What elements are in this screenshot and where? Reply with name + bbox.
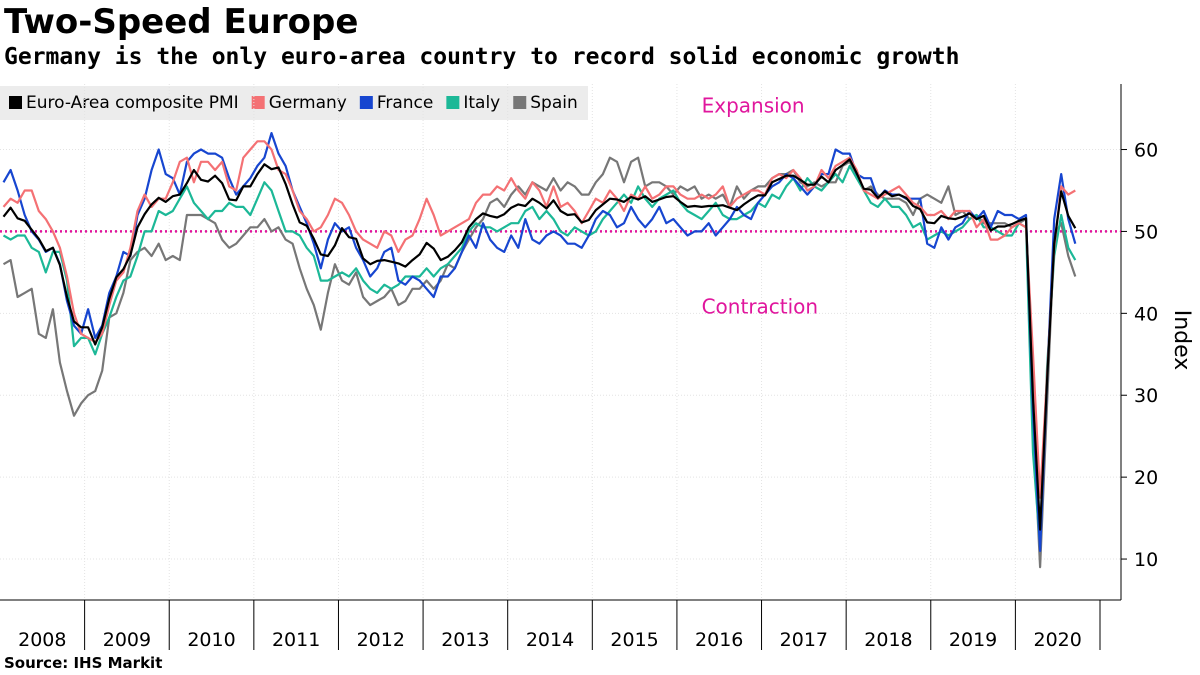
y-tick-label: 40 bbox=[1134, 303, 1158, 325]
y-tick-label: 50 bbox=[1134, 221, 1158, 243]
legend-label-france: France bbox=[377, 93, 434, 113]
chart-title: Two-Speed Europe bbox=[4, 2, 359, 42]
legend-label-euro-area-composite-pmi: Euro-Area composite PMI bbox=[26, 93, 239, 113]
x-axis: 2008 2009 2010 2011 2012 2013 2014 2015 2016 2017… bbox=[0, 599, 1121, 651]
series-line-germany bbox=[2, 140, 1076, 499]
x-tick-label: 2014 bbox=[526, 629, 574, 651]
y-tick-label: 10 bbox=[1134, 549, 1158, 571]
legend-swatch-euro-area-composite-pmi bbox=[9, 96, 22, 109]
x-tick-label: 2019 bbox=[949, 629, 997, 651]
chart-subtitle: Germany is the only euro-area country to… bbox=[4, 44, 960, 70]
y-tick-label: 20 bbox=[1134, 467, 1158, 489]
x-tick-label: 2016 bbox=[695, 629, 743, 651]
x-tick-label: 2020 bbox=[1034, 629, 1082, 651]
series-lines bbox=[2, 132, 1077, 569]
legend-label-spain: Spain bbox=[530, 93, 578, 113]
annotations: Expansion Contraction bbox=[702, 94, 819, 319]
y-axis: 10 20 30 40 50 60 bbox=[1120, 84, 1158, 600]
series-line-france bbox=[2, 132, 1077, 553]
legend-swatch-spain bbox=[513, 96, 527, 109]
annotation-contraction: Contraction bbox=[702, 294, 819, 318]
y-axis-label: Index bbox=[1169, 310, 1194, 371]
legend-box bbox=[0, 86, 588, 120]
x-tick-label: 2010 bbox=[187, 629, 235, 651]
series-line-euro-area-composite-pmi bbox=[2, 158, 1077, 531]
source-note: Source: IHS Markit bbox=[4, 654, 163, 672]
y-tick-label: 30 bbox=[1134, 385, 1158, 407]
y-tick-label: 60 bbox=[1134, 140, 1158, 162]
legend: Euro-Area composite PMI Germany France Ital… bbox=[9, 93, 578, 113]
x-tick-label: 2018 bbox=[864, 629, 912, 651]
x-tick-label: 2012 bbox=[357, 629, 405, 651]
series-line-spain bbox=[2, 156, 1077, 569]
legend-swatch-germany bbox=[251, 96, 265, 109]
legend-swatch-france bbox=[359, 96, 373, 109]
legend-label-germany: Germany bbox=[269, 93, 347, 113]
x-tick-label: 2008 bbox=[18, 629, 66, 651]
x-tick-label: 2017 bbox=[780, 629, 828, 651]
x-tick-label: 2015 bbox=[610, 629, 658, 651]
legend-swatch-italy bbox=[446, 96, 460, 109]
annotation-expansion: Expansion bbox=[702, 94, 805, 118]
gridlines bbox=[0, 84, 1121, 600]
x-tick-label: 2009 bbox=[103, 629, 151, 651]
legend-label-italy: Italy bbox=[463, 93, 500, 113]
x-tick-label: 2013 bbox=[441, 629, 489, 651]
x-tick-label: 2011 bbox=[272, 629, 320, 651]
series-line-italy bbox=[2, 164, 1077, 548]
